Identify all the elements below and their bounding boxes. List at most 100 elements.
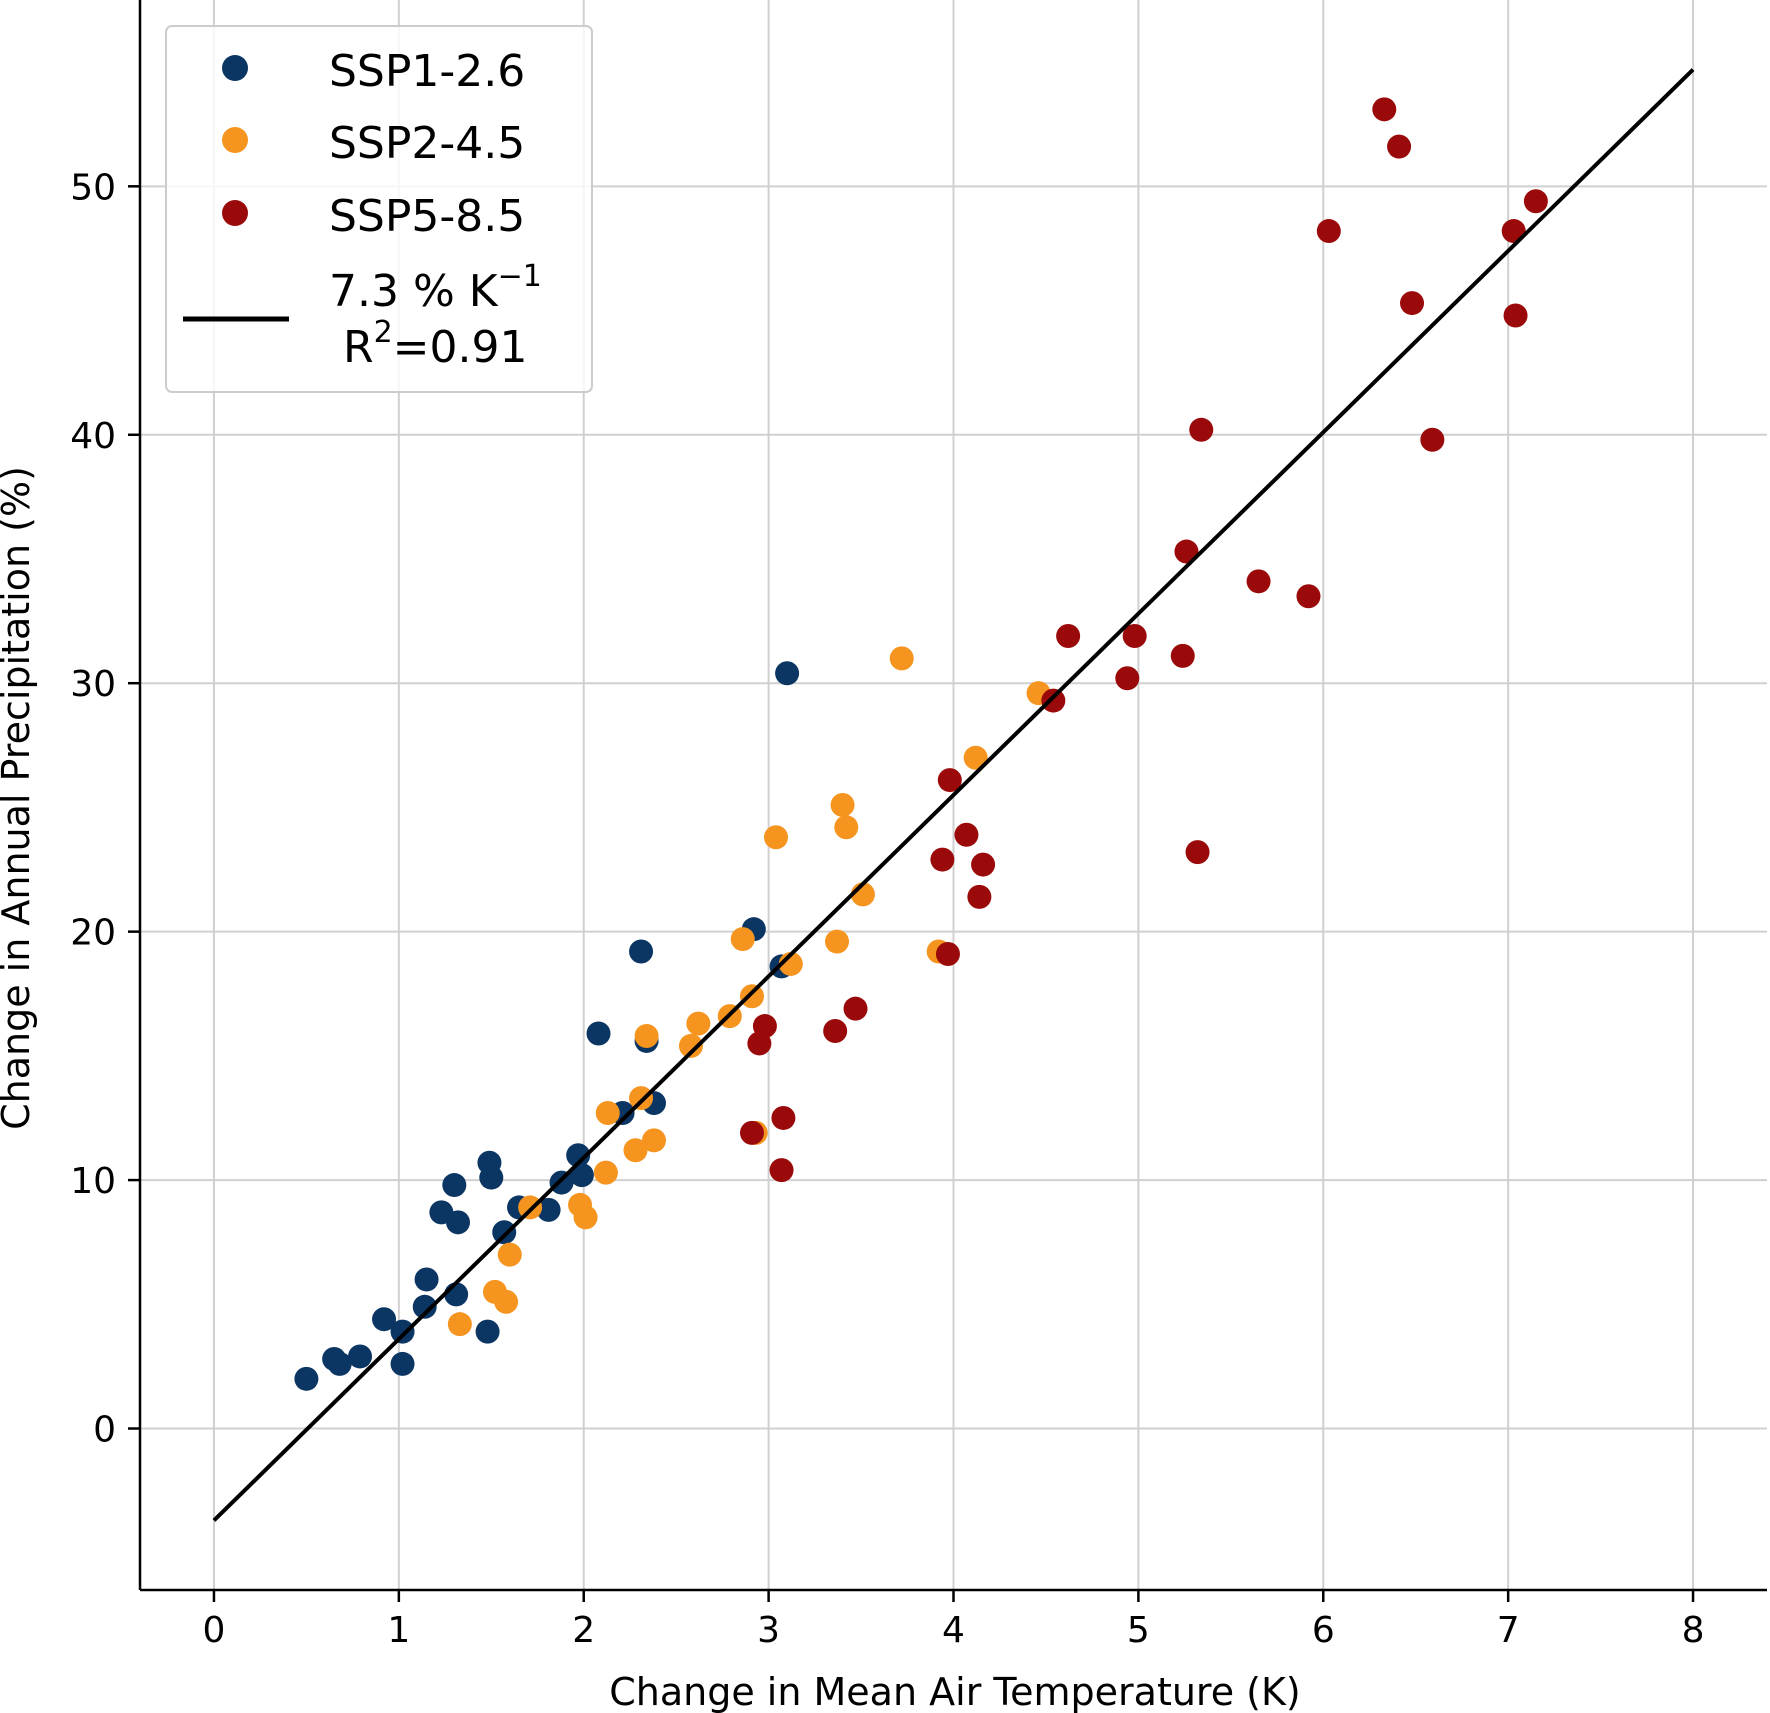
- y-tick-label: 30: [70, 664, 116, 705]
- data-point: [390, 1319, 415, 1344]
- data-point: [937, 768, 962, 793]
- x-tick-label: 5: [1127, 1610, 1150, 1651]
- data-point: [536, 1197, 561, 1222]
- data-point: [623, 1138, 648, 1163]
- regression-line-group: [212, 68, 1695, 1522]
- data-point: [1189, 417, 1214, 442]
- data-point: [1523, 189, 1548, 214]
- data-point: [492, 1220, 517, 1245]
- data-point: [1296, 584, 1321, 609]
- data-point: [641, 1128, 666, 1153]
- legend-label-slope: 7.3 % K−1: [329, 259, 542, 317]
- legend-marker-ssp5: [222, 200, 248, 226]
- y-axis-title: Change in Annual Precipitation (%): [0, 466, 38, 1130]
- data-point: [830, 792, 855, 817]
- data-point: [348, 1344, 373, 1369]
- data-point: [1387, 134, 1412, 159]
- data-point: [549, 1170, 574, 1195]
- data-point: [1503, 303, 1528, 328]
- data-point: [967, 884, 992, 909]
- data-point: [1122, 624, 1147, 648]
- data-point: [372, 1307, 397, 1332]
- data-point: [963, 745, 988, 770]
- data-point: [935, 942, 960, 966]
- data-point: [446, 1210, 471, 1235]
- data-point: [1246, 569, 1271, 594]
- legend: SSP1-2.6 SSP2-4.5 SSP5-8.5 7.3 % K−1 R2=…: [165, 25, 593, 393]
- x-tick-label: 2: [572, 1610, 595, 1651]
- data-point: [414, 1267, 439, 1292]
- x-tick-label: 0: [203, 1610, 226, 1651]
- data-point: [775, 661, 800, 686]
- y-tick-label: 50: [70, 167, 116, 208]
- x-tick-label: 1: [387, 1610, 410, 1651]
- data-point: [739, 984, 764, 1009]
- data-point: [769, 1158, 794, 1183]
- legend-label-ssp5: SSP5-8.5: [329, 191, 525, 242]
- data-point: [1056, 624, 1081, 648]
- data-point: [497, 1242, 522, 1267]
- data-point: [1170, 643, 1195, 668]
- data-point: [442, 1173, 467, 1198]
- data-point: [573, 1205, 598, 1230]
- x-tick-label: 8: [1682, 1610, 1705, 1651]
- data-point: [629, 1086, 654, 1111]
- data-point: [686, 1011, 711, 1036]
- data-point: [1400, 291, 1425, 316]
- x-axis-ticks: 0 1 2 3 4 5 6 7 8: [203, 1590, 1705, 1651]
- data-point: [971, 852, 996, 877]
- data-point: [823, 1019, 848, 1044]
- regression-line: [212, 68, 1695, 1522]
- legend-box: [165, 25, 593, 393]
- data-point: [771, 1105, 796, 1130]
- data-point: [678, 1033, 703, 1058]
- data-point: [1041, 688, 1066, 713]
- data-point: [294, 1366, 319, 1391]
- data-point: [889, 646, 914, 671]
- data-point: [566, 1143, 591, 1168]
- y-tick-label: 0: [93, 1410, 116, 1451]
- legend-label-ssp1: SSP1-2.6: [329, 46, 525, 97]
- data-point: [479, 1165, 504, 1190]
- x-tick-label: 4: [942, 1610, 965, 1651]
- data-point: [629, 939, 654, 964]
- y-tick-label: 20: [70, 913, 116, 954]
- data-point: [595, 1101, 620, 1125]
- data-point: [1185, 840, 1210, 865]
- data-point: [1372, 97, 1397, 122]
- data-point: [752, 1014, 777, 1039]
- data-point: [825, 929, 850, 954]
- data-point: [593, 1160, 618, 1185]
- data-point: [930, 847, 955, 872]
- data-point: [1420, 427, 1445, 452]
- data-point: [569, 1163, 594, 1188]
- data-point: [730, 927, 755, 952]
- data-point: [954, 822, 979, 847]
- x-tick-label: 3: [757, 1610, 780, 1651]
- data-point: [586, 1021, 611, 1046]
- data-point: [843, 996, 868, 1021]
- data-point: [1316, 219, 1341, 244]
- data-points: [294, 97, 1548, 1391]
- data-point: [390, 1351, 415, 1376]
- data-point: [327, 1351, 352, 1376]
- legend-marker-ssp2: [222, 127, 248, 153]
- data-point: [739, 1120, 764, 1145]
- y-tick-label: 40: [70, 416, 116, 457]
- y-tick-label: 10: [70, 1161, 116, 1202]
- data-point: [447, 1312, 472, 1337]
- legend-marker-ssp1: [222, 55, 248, 81]
- y-axis-ticks: 0 10 20 30 40 50: [70, 167, 140, 1451]
- legend-label-ssp2: SSP2-4.5: [329, 118, 525, 169]
- data-point: [475, 1319, 500, 1344]
- data-point: [1115, 666, 1140, 691]
- data-point: [494, 1289, 519, 1314]
- data-point: [444, 1282, 469, 1307]
- legend-label-r2: R2=0.91: [343, 315, 528, 373]
- data-point: [412, 1294, 437, 1319]
- data-point: [634, 1023, 659, 1048]
- data-point: [764, 825, 789, 850]
- x-tick-label: 7: [1497, 1610, 1520, 1651]
- data-point: [1174, 539, 1199, 564]
